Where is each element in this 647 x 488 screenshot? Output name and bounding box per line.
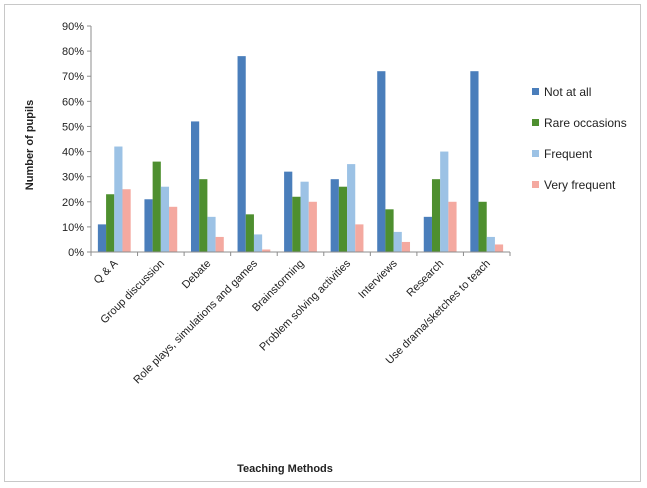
- legend-label: Rare occasions: [544, 116, 627, 130]
- x-category-label: Q & A: [92, 257, 121, 286]
- legend-label: Not at all: [544, 85, 591, 99]
- bar-chart: 0% 10% 20% 30% 40% 50% 60% 70% 80% 90% Q & AGroup…: [24, 21, 627, 475]
- x-category-label: Problem solving activities: [257, 257, 353, 353]
- bar-very-frequent: [494, 244, 504, 252]
- bar-rare-occasions: [152, 161, 161, 252]
- bar-very-frequent: [215, 236, 224, 252]
- x-category-label: Research: [405, 258, 447, 300]
- y-tick-label: 70%: [62, 71, 84, 83]
- bar-rare-occasions: [292, 196, 301, 252]
- bar-not-at-all: [470, 71, 479, 252]
- bar-not-at-all: [97, 224, 107, 252]
- legend-swatch: [532, 88, 539, 95]
- bar-frequent: [114, 146, 123, 252]
- bar-very-frequent: [262, 249, 271, 252]
- bar-very-frequent: [169, 206, 178, 252]
- y-tick-label: 20%: [62, 197, 84, 209]
- bar-very-frequent: [448, 201, 457, 252]
- bar-frequent: [207, 216, 216, 252]
- bar-rare-occasions: [199, 179, 208, 252]
- bar-rare-occasions: [431, 179, 441, 252]
- bar-rare-occasions: [478, 201, 487, 252]
- bar-very-frequent: [401, 241, 411, 252]
- bar-not-at-all: [190, 121, 200, 252]
- y-tick-label: 90%: [62, 21, 84, 33]
- y-tick-label: 60%: [62, 96, 84, 108]
- y-axis: 0% 10% 20% 30% 40% 50% 60% 70% 80% 90%: [62, 21, 92, 259]
- bar-not-at-all: [284, 171, 293, 252]
- legend-swatch: [532, 181, 539, 188]
- y-tick-label: 10%: [62, 222, 84, 234]
- bar-frequent: [440, 151, 449, 252]
- bar-frequent: [486, 236, 495, 252]
- bar-not-at-all: [423, 216, 432, 252]
- bar-not-at-all: [377, 71, 386, 252]
- legend-label: Very frequent: [544, 178, 616, 192]
- y-axis-title: Number of pupils: [24, 100, 36, 190]
- bar-not-at-all: [144, 199, 153, 252]
- x-category-label: Interviews: [356, 257, 400, 301]
- y-tick-label: 0%: [68, 247, 84, 259]
- bar-rare-occasions: [106, 194, 115, 252]
- bar-frequent: [347, 164, 356, 252]
- legend-swatch: [532, 119, 539, 126]
- bar-not-at-all: [237, 56, 246, 253]
- bar-frequent: [300, 181, 309, 252]
- chart-frame: 0% 10% 20% 30% 40% 50% 60% 70% 80% 90% Q & A Group…: [4, 4, 641, 482]
- bar-very-frequent: [122, 189, 131, 252]
- y-tick-label: 30%: [62, 172, 84, 184]
- bars: [97, 56, 504, 253]
- x-axis-title: Teaching Methods: [237, 463, 333, 475]
- legend: Not at all Rare occasions Frequent Very fre…: [532, 85, 627, 192]
- legend-swatch: [532, 150, 539, 157]
- bar-rare-occasions: [338, 186, 348, 252]
- legend-label: Frequent: [544, 147, 593, 161]
- bar-rare-occasions: [245, 214, 254, 252]
- y-tick-label: 80%: [62, 46, 84, 58]
- bar-not-at-all: [330, 179, 339, 252]
- bar-very-frequent: [355, 224, 364, 252]
- bar-frequent: [393, 231, 402, 252]
- x-category-label: Debate: [180, 258, 214, 292]
- bar-rare-occasions: [385, 209, 394, 252]
- bar-very-frequent: [308, 201, 317, 252]
- y-tick-label: 50%: [62, 121, 84, 133]
- bar-frequent: [253, 234, 263, 252]
- bar-frequent: [160, 186, 170, 252]
- y-tick-label: 40%: [62, 147, 84, 159]
